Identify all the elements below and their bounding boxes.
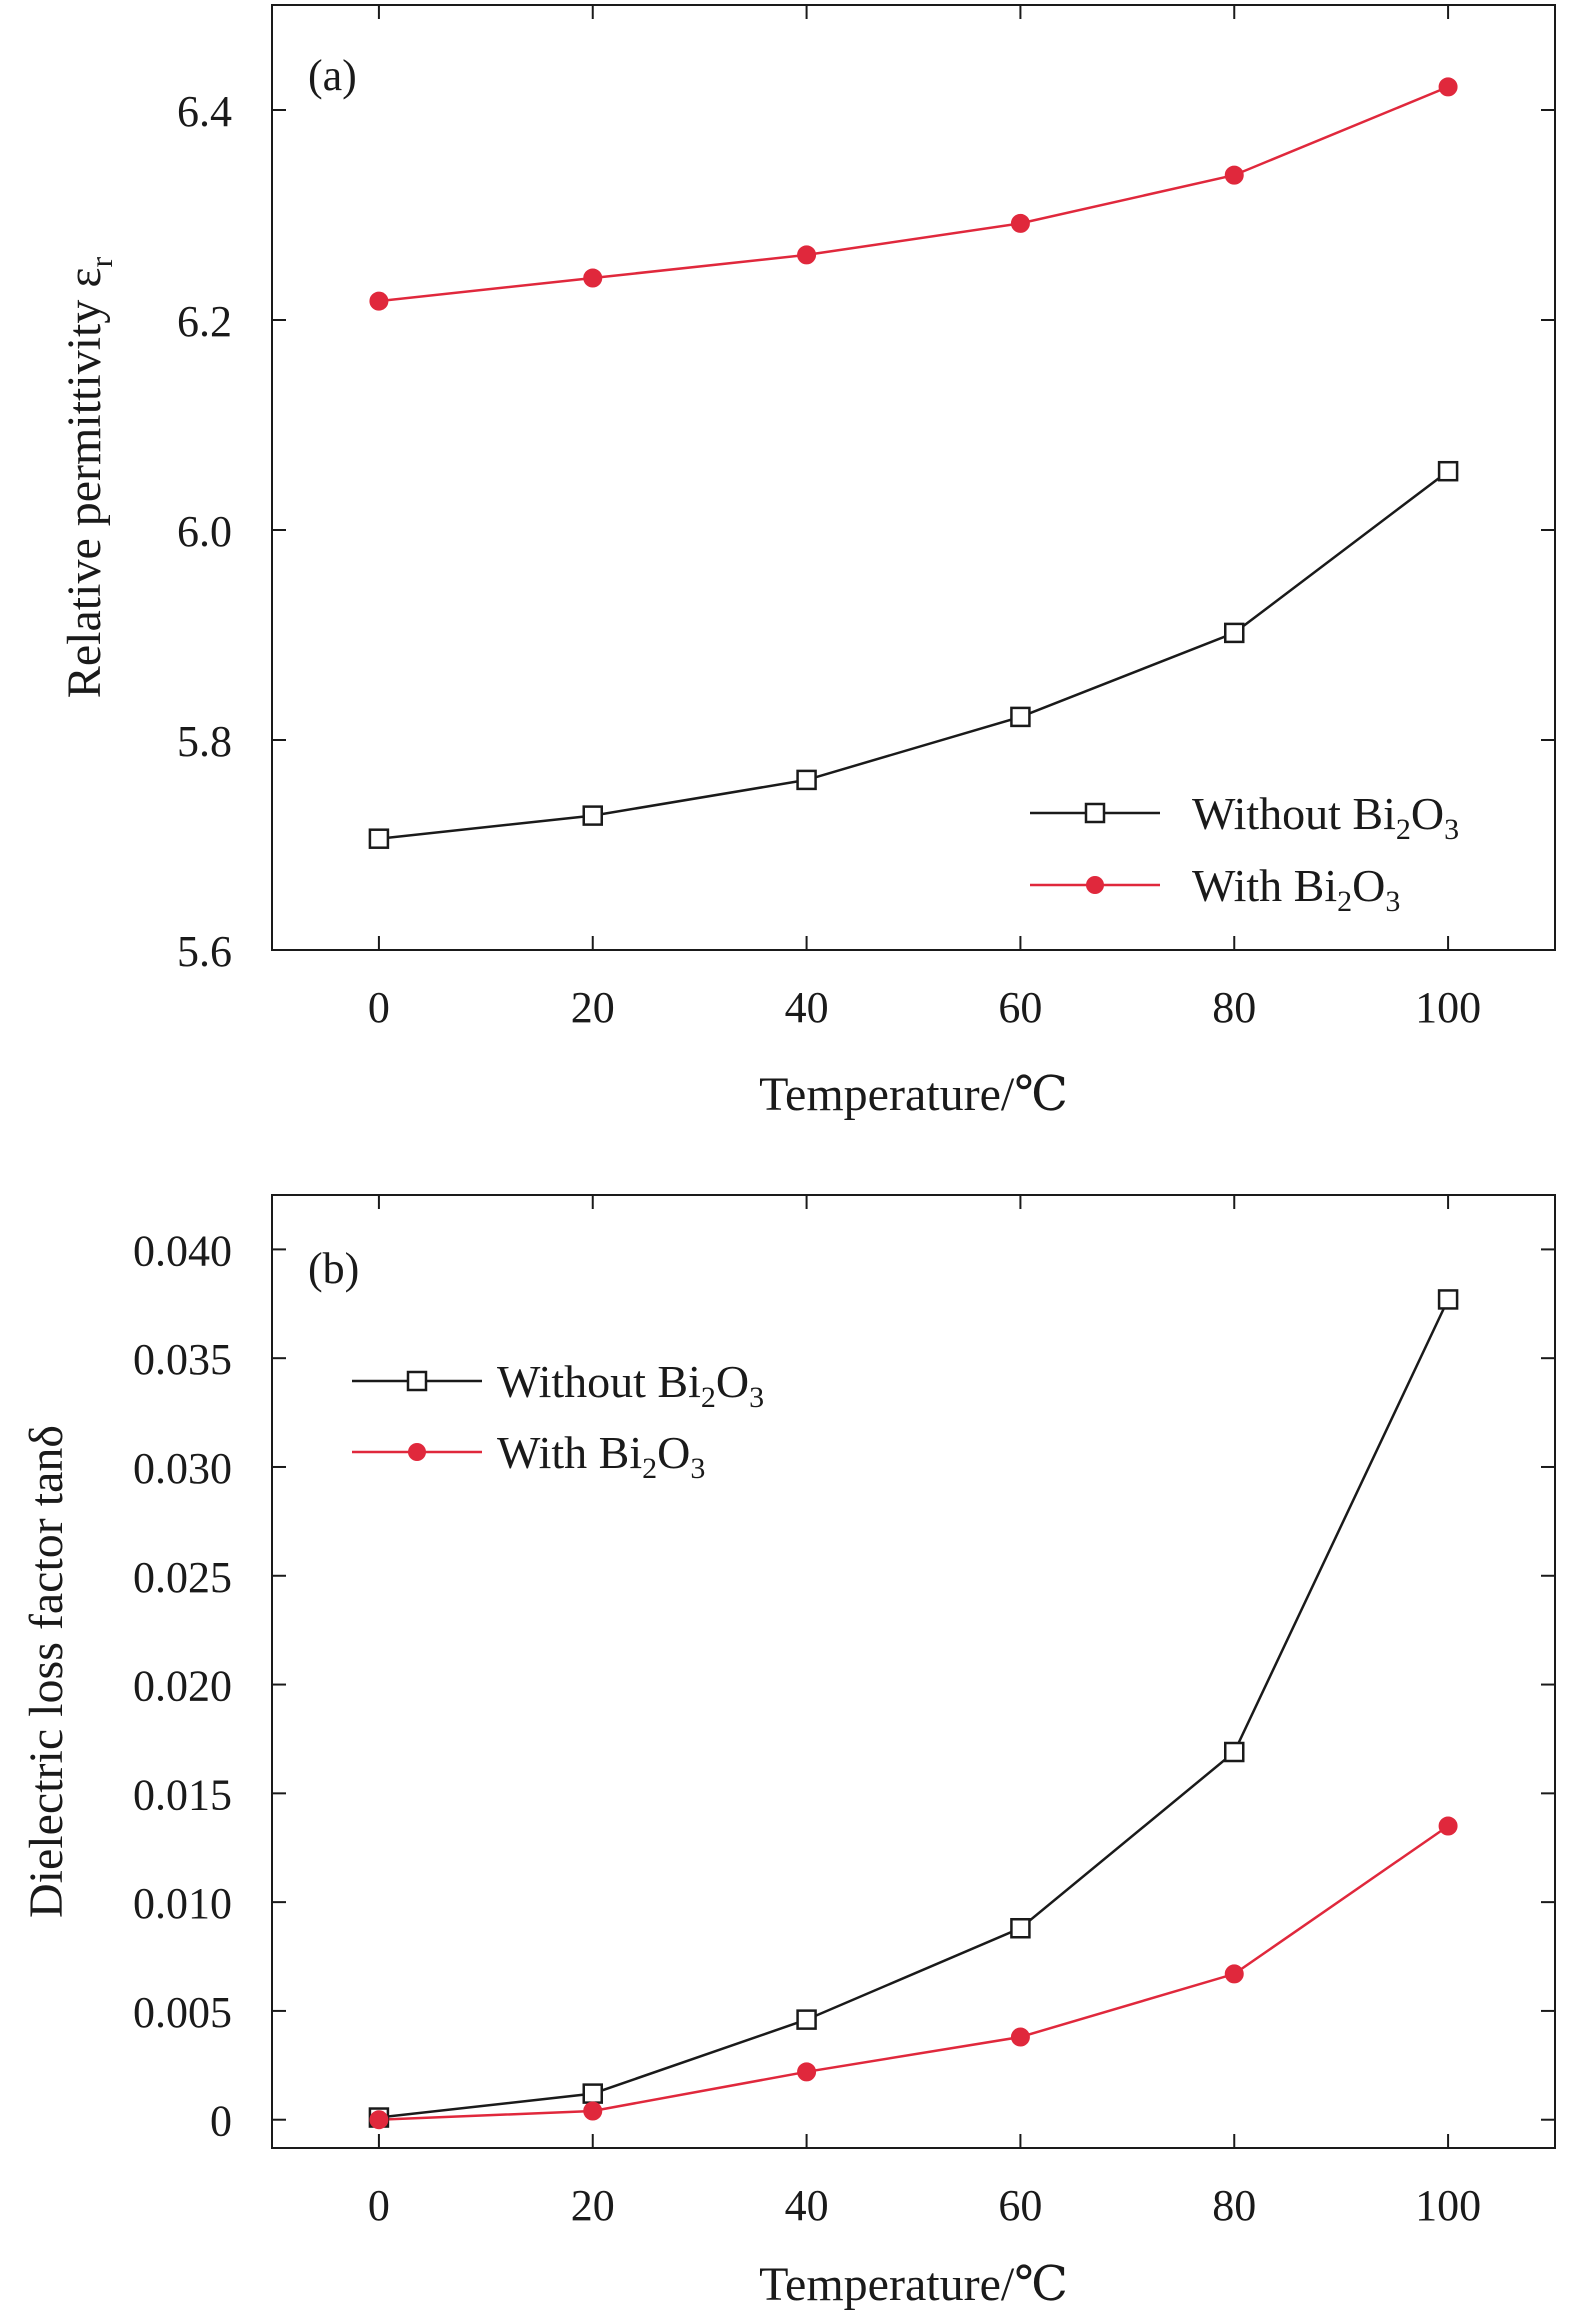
data-point-with-bi2o3 [1224, 1964, 1244, 1984]
data-point-without-bi2o3 [1224, 1741, 1245, 1763]
y-tick-label: 0.020 [133, 1662, 232, 1711]
y-tick-label: 0.015 [133, 1770, 232, 1819]
legend-text-base: Without Bi [1192, 788, 1396, 839]
x-axis-label: Temperature/℃ [759, 1068, 1068, 1121]
data-point-with-bi2o3 [369, 291, 389, 311]
x-tick-label: 0 [368, 983, 390, 1032]
plot-frame [271, 4, 1556, 951]
series-line-with-bi2o3 [378, 85, 1449, 303]
y-tick-label: 5.8 [177, 717, 232, 766]
plot-frame [271, 1194, 1556, 2149]
data-point-with-bi2o3 [1224, 165, 1244, 185]
data-point-with-bi2o3 [369, 2110, 389, 2130]
legend-subscript: 3 [749, 1381, 764, 1414]
legend-text-mid: O [657, 1427, 690, 1478]
data-point-with-bi2o3 [1438, 77, 1458, 97]
chart-panel-b: 0 0.005 0.010 0.015 0.020 0.025 0.030 0.035 0.04… [20, 1194, 1556, 2311]
y-axis-label: Dielectric loss factor tanδ [20, 1425, 73, 1918]
x-tick-label: 80 [1212, 2181, 1256, 2230]
data-point-without-bi2o3 [368, 828, 390, 849]
legend-text-mid: O [1352, 860, 1385, 911]
legend-text-mid: O [1411, 788, 1444, 839]
x-tick-label: 100 [1415, 983, 1481, 1032]
y-tick-label: 6.0 [177, 507, 232, 556]
data-point-without-bi2o3 [1437, 460, 1459, 482]
legend-label-without-bi2o3: Without Bi2O3 [1192, 788, 1459, 846]
x-tick-label: 80 [1212, 983, 1256, 1032]
data-point-without-bi2o3 [582, 805, 603, 826]
data-point-without-bi2o3 [582, 2083, 603, 2104]
legend-subscript: 2 [642, 1452, 657, 1485]
y-axis-label-text: Relative permittivity ε [58, 267, 111, 698]
data-point-without-bi2o3 [1010, 706, 1031, 728]
legend-text-base: Without Bi [497, 1356, 701, 1407]
legend-text-base: With Bi [1192, 860, 1337, 911]
data-point-with-bi2o3 [583, 2101, 603, 2121]
legend-label-with-bi2o3: With Bi2O3 [1192, 860, 1400, 918]
data-point-without-bi2o3 [1224, 622, 1245, 644]
legend-marker-without-bi2o3 [1084, 802, 1106, 824]
legend-label-without-bi2o3: Without Bi2O3 [497, 1356, 764, 1414]
legend-marker-with-bi2o3 [408, 1443, 426, 1461]
y-tick-label: 0 [210, 2097, 232, 2146]
y-tick-label: 0.010 [133, 1879, 232, 1928]
legend-text-mid: O [716, 1356, 749, 1407]
x-tick-label: 0 [368, 2181, 390, 2230]
series-line-with-bi2o3 [378, 1824, 1449, 2121]
data-point-with-bi2o3 [1010, 2027, 1030, 2047]
x-tick-label: 100 [1415, 2181, 1481, 2230]
y-tick-label: 6.4 [177, 87, 232, 136]
y-tick-label: 0.005 [133, 1988, 232, 2037]
legend-subscript: 3 [1385, 885, 1400, 918]
y-tick-label: 0.025 [133, 1553, 232, 1602]
series-line-without-bi2o3 [378, 1298, 1450, 2119]
legend-marker-without-bi2o3 [406, 1370, 428, 1392]
x-axis-label: Temperature/℃ [759, 2258, 1068, 2311]
chart-panel-a: 5.6 5.8 6.0 6.2 6.4 0 20 40 60 80 100 (a) Temperatur… [58, 4, 1556, 1121]
panel-label: (b) [308, 1244, 359, 1293]
y-tick-label: 0.040 [133, 1226, 232, 1275]
x-tick-label: 40 [785, 2181, 829, 2230]
y-axis-label-text: Dielectric loss factor tanδ [20, 1425, 73, 1918]
y-tick-label: 0.035 [133, 1335, 232, 1384]
data-point-without-bi2o3 [796, 769, 817, 791]
panel-label: (a) [308, 51, 357, 100]
legend-marker-with-bi2o3 [1086, 876, 1104, 894]
data-point-with-bi2o3 [1438, 1816, 1458, 1836]
y-tick-label: 6.2 [177, 297, 232, 346]
series-line-without-bi2o3 [378, 470, 1449, 840]
data-point-with-bi2o3 [797, 245, 817, 265]
legend-text-base: With Bi [497, 1427, 642, 1478]
data-point-with-bi2o3 [1010, 213, 1030, 233]
y-tick-label: 0.030 [133, 1444, 232, 1493]
data-point-without-bi2o3 [1010, 1917, 1031, 1939]
x-tick-label: 20 [571, 2181, 615, 2230]
x-tick-label: 20 [571, 983, 615, 1032]
y-axis-label-subscript: r [83, 256, 119, 267]
x-tick-label: 60 [998, 2181, 1042, 2230]
legend-subscript: 2 [1396, 813, 1411, 846]
data-point-with-bi2o3 [583, 268, 603, 288]
data-point-without-bi2o3 [1437, 1289, 1459, 1310]
data-point-without-bi2o3 [796, 2009, 817, 2030]
y-axis-label: Relative permittivity εr [58, 256, 119, 698]
data-point-with-bi2o3 [797, 2062, 817, 2082]
legend-subscript: 3 [690, 1452, 705, 1485]
legend-subscript: 2 [701, 1381, 716, 1414]
legend-label-with-bi2o3: With Bi2O3 [497, 1427, 705, 1485]
x-tick-label: 40 [785, 983, 829, 1032]
legend-subscript: 3 [1444, 813, 1459, 846]
x-tick-label: 60 [998, 983, 1042, 1032]
legend-subscript: 2 [1337, 885, 1352, 918]
y-tick-label: 5.6 [177, 927, 232, 976]
